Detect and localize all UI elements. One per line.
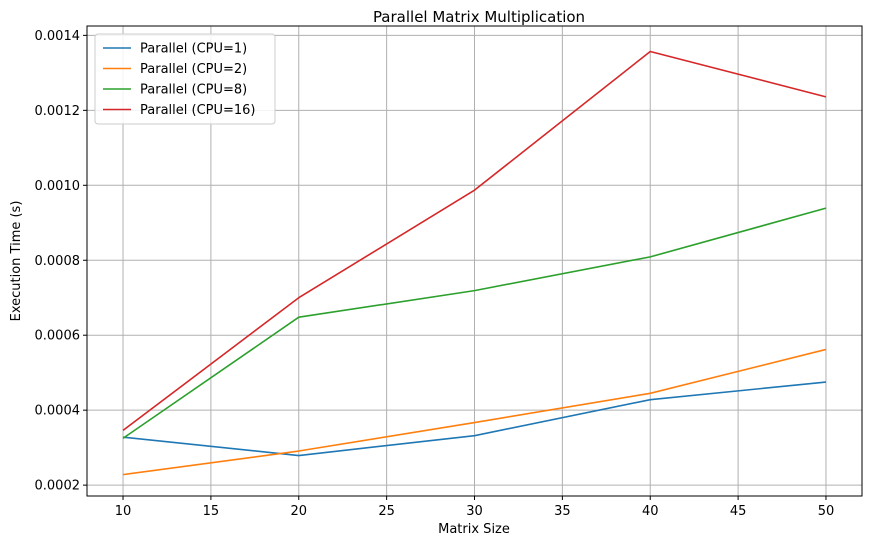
x-tick-label: 45 — [730, 504, 747, 519]
y-axis-label: Execution Time (s) — [9, 201, 24, 322]
y-tick-label: 0.0004 — [35, 404, 81, 419]
y-axis-ticks: 0.0002 0.0004 0.0006 0.0008 0.0010 0.0012 0.00… — [35, 29, 87, 494]
y-tick-label: 0.0014 — [35, 29, 81, 44]
y-tick-label: 0.0006 — [35, 329, 81, 344]
y-tick-label: 0.0012 — [35, 104, 81, 119]
y-tick-label: 0.0002 — [35, 479, 81, 494]
x-tick-label: 30 — [466, 504, 483, 519]
chart-title: Parallel Matrix Multiplication — [373, 8, 585, 26]
legend-entry: Parallel (CPU=16) — [140, 103, 256, 118]
legend: Parallel (CPU=1) Parallel (CPU=2) Parallel… — [94, 33, 276, 125]
series-line-3 — [122, 50, 827, 432]
grid — [87, 26, 862, 496]
legend-box — [94, 33, 276, 125]
legend-entry: Parallel (CPU=8) — [140, 83, 247, 98]
x-axis-label: Matrix Size — [438, 522, 510, 537]
series-line-0 — [122, 381, 827, 457]
x-axis-ticks: 10 15 20 25 30 35 40 45 50 — [115, 496, 834, 519]
x-tick-label: 35 — [554, 504, 571, 519]
y-tick-label: 0.0010 — [35, 179, 81, 194]
x-tick-label: 10 — [115, 504, 132, 519]
legend-entry: Parallel (CPU=1) — [140, 42, 247, 57]
x-tick-label: 20 — [290, 504, 307, 519]
series-line-1 — [122, 348, 827, 476]
series-line-2 — [122, 207, 827, 439]
x-tick-label: 15 — [203, 504, 220, 519]
x-tick-label: 25 — [378, 504, 395, 519]
y-tick-label: 0.0008 — [35, 254, 81, 269]
x-tick-label: 50 — [818, 504, 835, 519]
legend-entry: Parallel (CPU=2) — [140, 62, 247, 77]
x-tick-label: 40 — [642, 504, 659, 519]
series-lines — [122, 50, 827, 476]
